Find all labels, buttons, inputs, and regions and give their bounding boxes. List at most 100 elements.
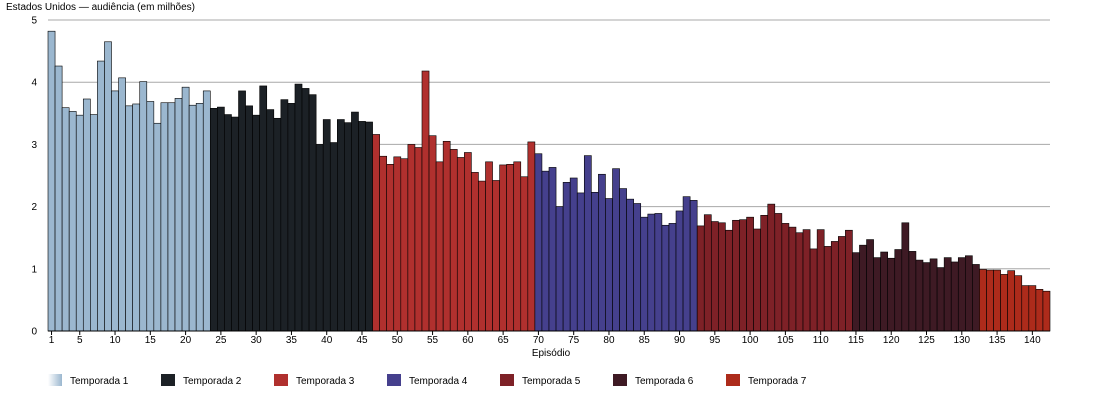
legend: Temporada 1 Temporada 2 Temporada 3 Tempora… [48, 374, 807, 387]
bar [654, 213, 663, 332]
x-tick-label: 125 [918, 335, 935, 346]
bar [471, 172, 479, 332]
bar [732, 219, 740, 332]
x-tick-label: 20 [180, 335, 192, 346]
bar [859, 244, 867, 332]
x-tick-label: 55 [427, 335, 439, 346]
bar [710, 221, 719, 332]
bar [273, 117, 282, 332]
y-tick-label: 3 [31, 140, 37, 151]
bar [696, 225, 705, 332]
bar [224, 114, 232, 332]
bars [47, 30, 1051, 332]
bar [259, 85, 268, 332]
legend-swatch [500, 374, 514, 386]
bar [936, 267, 945, 332]
x-tick-label: 25 [215, 335, 227, 346]
bar [90, 114, 98, 332]
bar [576, 192, 585, 332]
bar [329, 142, 338, 332]
bar [908, 251, 917, 332]
bar [880, 251, 889, 332]
bar [830, 241, 839, 332]
legend-label: Temporada 6 [635, 376, 694, 387]
bar [61, 107, 70, 332]
bar [280, 99, 289, 332]
bar [104, 41, 112, 332]
bar [668, 223, 677, 332]
x-tick-label: 105 [777, 335, 794, 346]
bar [965, 255, 973, 332]
x-tick-label: 135 [989, 335, 1006, 346]
bar [195, 103, 204, 332]
bar [541, 170, 550, 332]
bar [217, 106, 225, 332]
bar [492, 180, 500, 332]
bar [562, 182, 571, 332]
bar [167, 102, 176, 332]
bar [181, 86, 190, 332]
bar [993, 269, 1001, 332]
bar [82, 98, 91, 332]
bar [478, 180, 486, 332]
bar [555, 206, 564, 332]
bar [315, 144, 324, 332]
bar [1000, 274, 1008, 332]
y-tick-label: 4 [31, 78, 37, 89]
bar [746, 216, 754, 332]
x-tick-label: 80 [603, 335, 615, 346]
bar [894, 249, 903, 332]
bar [753, 228, 761, 332]
x-tick-label: 120 [883, 335, 900, 346]
bar [351, 111, 359, 332]
bar [802, 229, 811, 332]
bar [929, 258, 938, 332]
bar [513, 161, 522, 332]
bar [583, 155, 592, 332]
bar [1028, 285, 1037, 332]
x-tick-label: 60 [462, 335, 474, 346]
bar [689, 200, 698, 332]
legend-swatch [48, 374, 62, 386]
bar [287, 103, 296, 332]
bar [301, 88, 310, 332]
bar [188, 104, 197, 332]
bar [202, 90, 211, 332]
legend-swatch [726, 374, 740, 386]
x-tick-label: 10 [109, 335, 121, 346]
x-tick-label: 50 [392, 335, 404, 346]
bar [950, 261, 959, 332]
bar [111, 90, 119, 332]
bar [132, 103, 141, 332]
bar [153, 122, 162, 332]
y-tick-label: 5 [31, 16, 37, 27]
bar [534, 153, 543, 332]
x-tick-label: 5 [77, 335, 83, 346]
legend-label: Temporada 7 [748, 376, 807, 387]
bar [767, 203, 776, 332]
bar [294, 83, 303, 332]
bar [845, 229, 853, 332]
bar [823, 246, 832, 332]
bar [209, 108, 218, 332]
legend-label: Temporada 3 [296, 376, 355, 387]
legend-label: Temporada 5 [522, 376, 581, 387]
x-axis-title: Episódio [532, 348, 571, 359]
bar [47, 30, 56, 332]
bar [1007, 270, 1016, 332]
bar [852, 252, 860, 332]
x-tick-label: 95 [709, 335, 721, 346]
bar [337, 119, 345, 332]
bar [619, 188, 627, 332]
bar [520, 176, 529, 332]
x-tick-label: 40 [321, 335, 333, 346]
bar [266, 109, 275, 332]
bar [379, 155, 388, 332]
legend-swatch [274, 374, 288, 386]
bar [569, 177, 578, 332]
bar [1042, 290, 1051, 332]
bar [809, 248, 818, 332]
bar [986, 269, 994, 332]
bar [252, 114, 260, 332]
bar [464, 152, 472, 332]
